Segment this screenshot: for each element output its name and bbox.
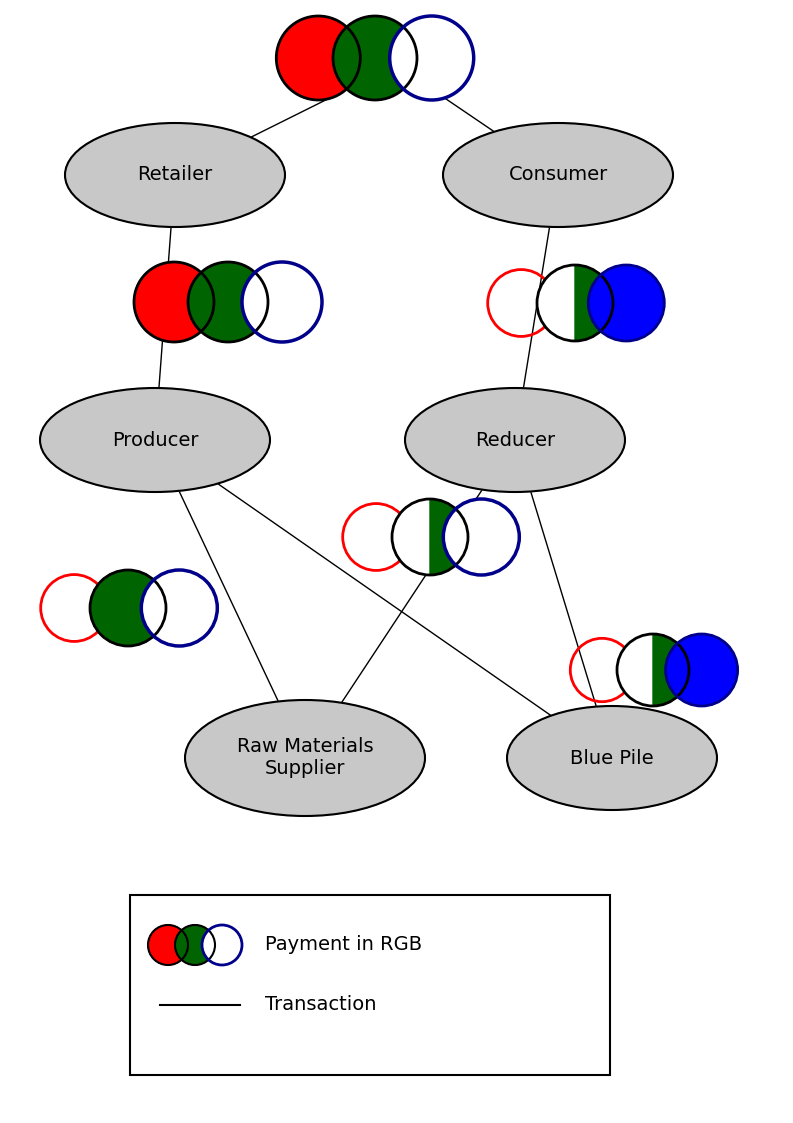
FancyBboxPatch shape <box>130 895 610 1075</box>
Wedge shape <box>134 262 214 343</box>
Circle shape <box>665 634 737 706</box>
Wedge shape <box>148 925 188 965</box>
Text: Transaction: Transaction <box>265 995 377 1014</box>
Wedge shape <box>653 634 689 706</box>
Text: Raw Materials
Supplier: Raw Materials Supplier <box>236 738 374 778</box>
Text: Retailer: Retailer <box>137 165 213 184</box>
Text: Blue Pile: Blue Pile <box>570 749 653 767</box>
Circle shape <box>188 262 268 343</box>
Circle shape <box>202 925 242 965</box>
Circle shape <box>141 570 217 646</box>
Ellipse shape <box>443 124 673 227</box>
Circle shape <box>90 570 166 646</box>
Text: Payment in RGB: Payment in RGB <box>265 935 422 955</box>
Ellipse shape <box>40 389 270 492</box>
Circle shape <box>276 16 360 100</box>
Ellipse shape <box>65 124 285 227</box>
Circle shape <box>537 265 613 341</box>
Circle shape <box>242 262 322 343</box>
Circle shape <box>389 16 473 100</box>
Ellipse shape <box>185 700 425 816</box>
Circle shape <box>588 265 665 341</box>
Circle shape <box>392 499 468 575</box>
Ellipse shape <box>405 389 625 492</box>
Wedge shape <box>430 499 468 575</box>
Circle shape <box>333 16 417 100</box>
Circle shape <box>134 262 214 343</box>
Text: Consumer: Consumer <box>508 165 607 184</box>
Circle shape <box>617 634 689 706</box>
Circle shape <box>175 925 215 965</box>
Text: Reducer: Reducer <box>475 430 555 449</box>
Circle shape <box>148 925 188 965</box>
Ellipse shape <box>507 706 717 810</box>
Wedge shape <box>575 265 613 341</box>
Text: Producer: Producer <box>112 430 198 449</box>
Circle shape <box>443 499 519 575</box>
